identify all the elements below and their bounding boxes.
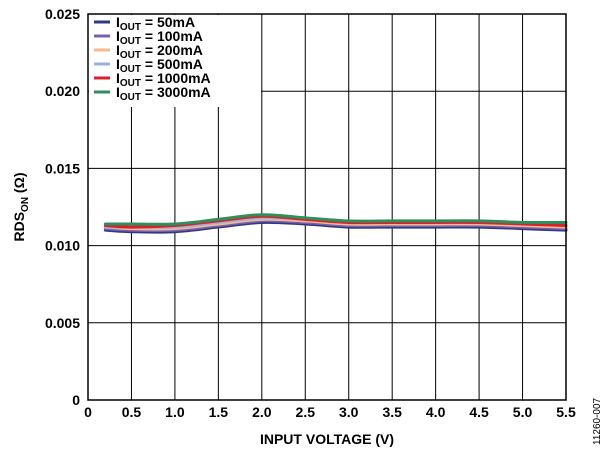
legend-entry-main: I [116, 14, 120, 30]
legend-entry-label: IOUT = 3000mA [116, 84, 211, 103]
series-line-1 [103, 219, 568, 233]
series-line-0 [103, 220, 568, 234]
y-axis-title-main: RDS [11, 212, 27, 242]
x-tick-label: 5.0 [513, 404, 533, 420]
y-axis-title: RDSON (Ω) [11, 172, 31, 241]
legend-entry-subscript: OUT [120, 78, 141, 89]
plot-frame [87, 13, 567, 401]
x-tick-label: 0 [84, 404, 92, 420]
legend-entry-label: IOUT = 200mA [116, 42, 203, 61]
x-tick-label: 4.0 [426, 404, 446, 420]
legend-entry-subscript: OUT [120, 64, 141, 75]
legend-background [89, 15, 261, 107]
x-axis-title: INPUT VOLTAGE (V) [260, 431, 394, 447]
legend-entry-subscript: OUT [120, 22, 141, 33]
y-axis-title-subscript: ON [20, 197, 31, 212]
legend-entry-rest: = 3000mA [141, 84, 211, 100]
legend-entry-subscript: OUT [120, 36, 141, 47]
legend-entry-main: I [116, 84, 120, 100]
x-tick-label: 5.5 [556, 404, 576, 420]
y-tick-label: 0 [72, 392, 80, 408]
y-axis-ticks: 0 0.005 0.010 0.015 0.020 0.025 [45, 6, 80, 408]
x-tick-label: 2.0 [252, 404, 272, 420]
series-line-5 [103, 213, 568, 226]
legend-entry-label: IOUT = 100mA [116, 28, 203, 47]
legend-entry-subscript: OUT [120, 92, 141, 103]
legend-entry-main: I [116, 70, 120, 86]
legend-entry-rest: = 50mA [141, 14, 195, 30]
legend-entry-subscript: OUT [120, 50, 141, 61]
series-line-4 [103, 214, 568, 229]
legend-entry-main: I [116, 56, 120, 72]
legend-entry-label: IOUT = 500mA [116, 56, 203, 75]
x-tick-label: 3.0 [339, 404, 359, 420]
y-tick-label: 0.005 [45, 315, 80, 331]
legend-entry-rest: = 500mA [141, 56, 203, 72]
y-tick-label: 0.015 [45, 160, 80, 176]
legend-entry-rest: = 1000mA [141, 70, 211, 86]
x-tick-label: 4.5 [469, 404, 489, 420]
y-axis-title-unit: (Ω) [11, 172, 27, 196]
legend-entry-main: I [116, 42, 120, 58]
legend-entry-rest: = 200mA [141, 42, 203, 58]
legend-entry-rest: = 100mA [141, 28, 203, 44]
grid [88, 14, 566, 400]
x-tick-label: 2.5 [296, 404, 316, 420]
figure-code: 11260-007 [592, 397, 603, 445]
x-tick-label: 3.5 [382, 404, 402, 420]
x-tick-label: 1.5 [209, 404, 229, 420]
x-tick-label: 0.5 [122, 404, 142, 420]
y-tick-label: 0.010 [45, 238, 80, 254]
legend-entry-label: IOUT = 1000mA [116, 70, 211, 89]
x-axis-ticks: 0 0.5 1.0 1.5 2.0 2.5 3.0 3.5 4.0 4.5 5.0 5.5 [84, 404, 576, 420]
y-tick-label: 0.020 [45, 83, 80, 99]
y-tick-label: 0.025 [45, 6, 80, 22]
series-lines [103, 213, 568, 234]
legend-entry-label: IOUT = 50mA [116, 14, 195, 33]
x-tick-label: 1.0 [165, 404, 185, 420]
legend-entry-main: I [116, 28, 120, 44]
